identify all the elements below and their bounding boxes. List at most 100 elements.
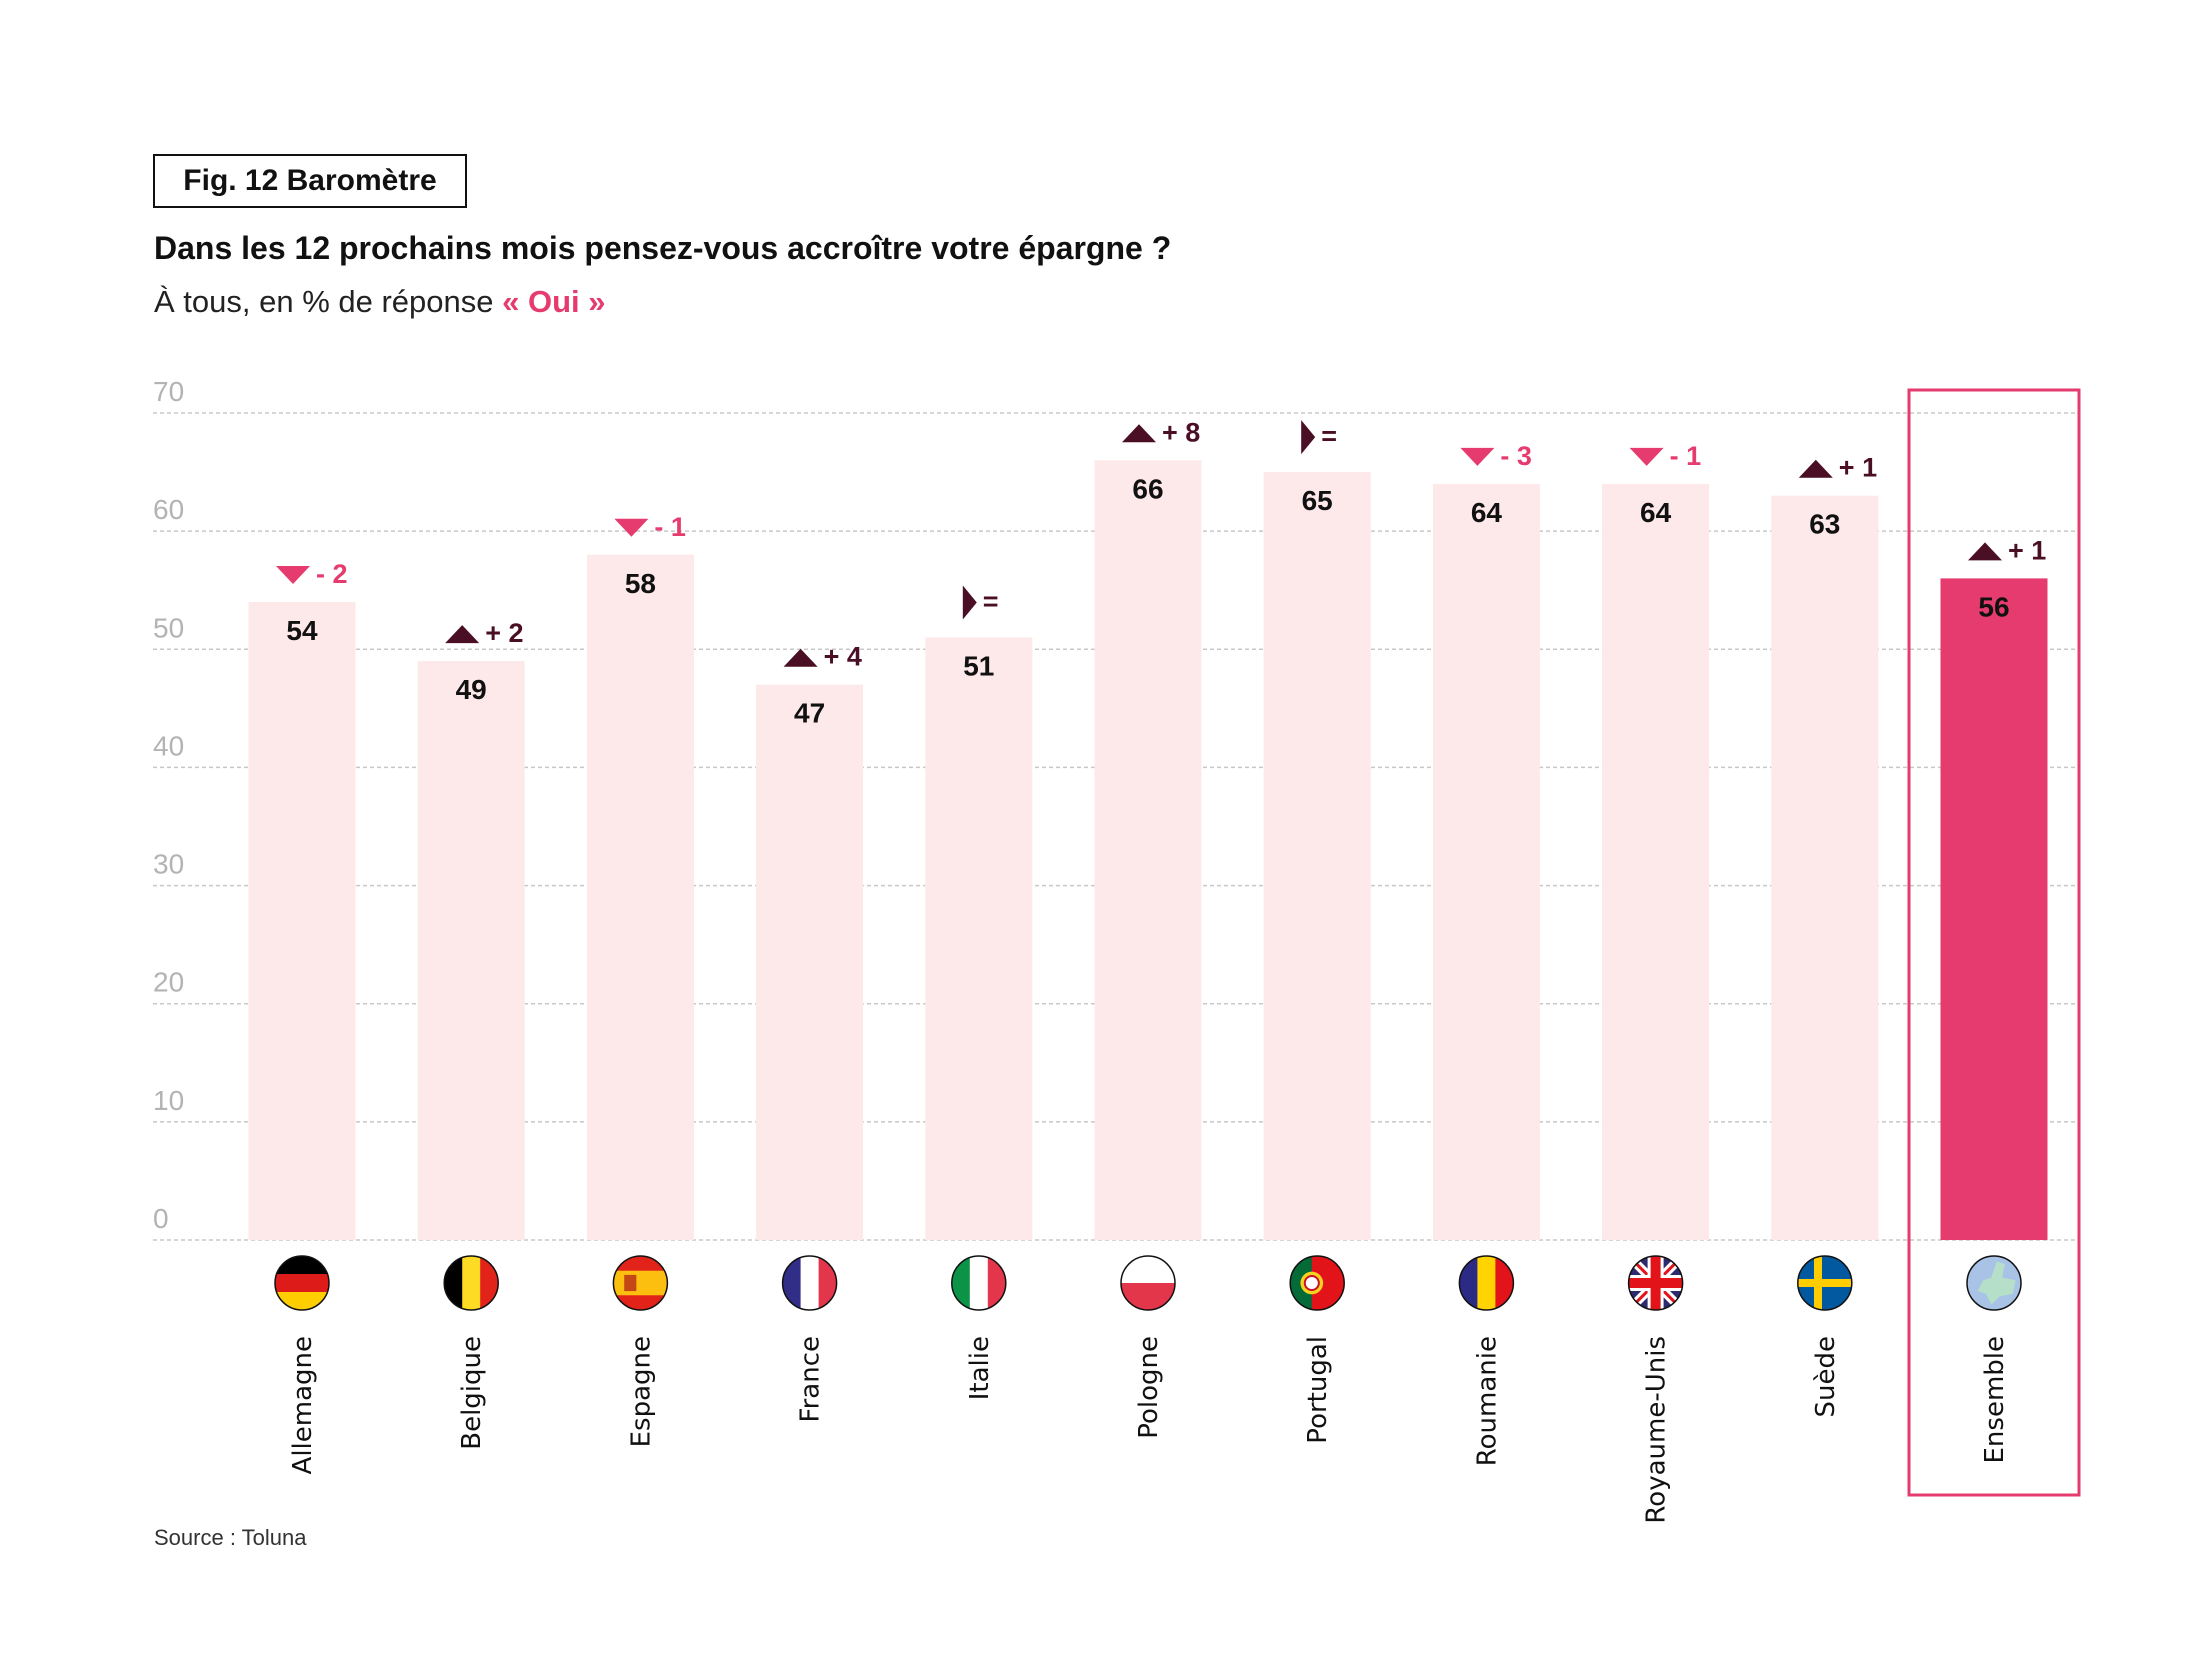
gridlines (153, 412, 2080, 1241)
bar-france (756, 684, 864, 1240)
category-label: France (796, 1336, 826, 1422)
category-label: Espagne (626, 1336, 656, 1447)
category-label: Allemagne (288, 1336, 318, 1474)
bar-espagne (586, 554, 694, 1240)
bar-ensemble (1940, 578, 2048, 1240)
bar-royaume-unis (1602, 483, 1710, 1240)
bar-allemagne (248, 602, 356, 1240)
category-label: Portugal (1303, 1336, 1333, 1444)
change-label: + 1 (1839, 453, 1877, 483)
value-labels: 54 49 58 47 51 66 65 64 64 63 56 (286, 473, 2009, 728)
change-label: - 1 (654, 512, 686, 542)
triangle-down-icon (614, 518, 649, 537)
triangle-up-icon (1798, 459, 1833, 478)
y-tick-label: 10 (153, 1085, 184, 1116)
bar-suède (1771, 495, 1879, 1240)
change-indicator: - 2 (276, 559, 348, 589)
chart-subtitle: À tous, en % de réponse « Oui » (154, 284, 606, 320)
change-indicator: + 8 (1122, 417, 1200, 447)
change-indicator: - 1 (1629, 441, 1702, 471)
triangle-up-icon (445, 625, 480, 644)
france-flag-icon (781, 1255, 838, 1311)
change-indicator: = (962, 585, 999, 620)
europe-map-icon (1966, 1255, 2022, 1311)
change-label: - 1 (1670, 441, 1702, 471)
value-label: 56 (1978, 591, 2009, 622)
y-tick-label: 60 (153, 494, 184, 525)
value-label: 64 (1471, 497, 1503, 528)
y-tick-label: 0 (153, 1203, 169, 1234)
change-label: - 3 (1500, 441, 1532, 471)
bar-portugal (1263, 472, 1371, 1241)
change-label: + 8 (1162, 417, 1200, 447)
triangle-right-icon (962, 585, 977, 620)
change-indicator: - 1 (614, 512, 686, 542)
value-label: 63 (1809, 509, 1840, 540)
flags (274, 1255, 2022, 1311)
value-label: 66 (1132, 473, 1163, 504)
change-indicator: + 1 (1798, 453, 1877, 483)
highlight-frame (1907, 388, 2081, 1497)
bar-roumanie (1432, 483, 1540, 1240)
change-indicators: - 2 + 2 - 1 + 4 = + 8 = - 3 - 1 + 1 + 1 (276, 417, 2046, 672)
spain-flag-icon (612, 1255, 669, 1311)
category-label: Italie (965, 1336, 995, 1400)
category-label: Suède (1811, 1336, 1841, 1417)
change-label: + 4 (824, 642, 862, 672)
germany-flag-icon (274, 1255, 330, 1311)
bar-italie (925, 637, 1033, 1240)
value-label: 47 (794, 698, 825, 729)
value-label: 49 (456, 674, 487, 705)
uk-flag-icon (1627, 1255, 1684, 1311)
category-label: Pologne (1134, 1336, 1164, 1439)
source-note: Source : Toluna (154, 1525, 307, 1550)
triangle-up-icon (1968, 542, 2002, 561)
category-label: Royaume-Unis (1642, 1336, 1672, 1524)
subtitle-highlight: « Oui » (502, 284, 606, 319)
figure-label: Fig. 12 Baromètre (153, 154, 467, 208)
bars (248, 460, 2048, 1241)
change-label: = (1321, 421, 1337, 451)
italy-flag-icon (951, 1255, 1007, 1311)
change-indicator: + 1 (1968, 535, 2046, 565)
bar-pologne (1094, 460, 1202, 1240)
value-label: 65 (1302, 485, 1333, 516)
change-indicator: + 2 (445, 618, 523, 648)
y-axis-ticks: 0 10 20 30 40 50 60 70 (153, 376, 184, 1234)
y-tick-label: 30 (153, 849, 184, 880)
y-tick-label: 20 (153, 967, 184, 998)
romania-flag-icon (1458, 1255, 1515, 1311)
triangle-up-icon (1122, 424, 1156, 443)
value-label: 51 (963, 650, 994, 681)
category-label: Roumanie (1472, 1336, 1502, 1466)
change-indicator: + 4 (783, 642, 862, 672)
highlight-frame-group (1907, 388, 2081, 1497)
y-tick-label: 40 (153, 730, 184, 761)
value-label: 54 (286, 615, 318, 646)
change-indicator: - 3 (1460, 441, 1532, 471)
change-label: + 1 (2008, 535, 2046, 565)
sweden-flag-icon (1797, 1255, 1853, 1311)
triangle-down-icon (1460, 447, 1495, 466)
triangle-up-icon (783, 648, 818, 667)
value-label: 58 (625, 568, 656, 599)
y-tick-label: 70 (153, 376, 184, 407)
category-labels: Allemagne Belgique Espagne France Italie Polo… (288, 1336, 2010, 1524)
bar-belgique (417, 661, 525, 1240)
change-indicator: = (1301, 420, 1337, 455)
chart-title: Dans les 12 prochains mois pensez-vous a… (154, 230, 1172, 266)
triangle-down-icon (276, 566, 310, 585)
change-label: + 2 (485, 618, 523, 648)
triangle-down-icon (1629, 447, 1664, 466)
portugal-flag-icon (1289, 1255, 1345, 1311)
y-tick-label: 50 (153, 612, 184, 643)
value-label: 64 (1640, 497, 1672, 528)
change-label: = (983, 586, 999, 616)
triangle-right-icon (1301, 420, 1316, 455)
category-label: Belgique (457, 1336, 487, 1450)
poland-flag-icon (1120, 1255, 1176, 1311)
belgium-flag-icon (443, 1255, 499, 1311)
category-label: Ensemble (1980, 1336, 2010, 1464)
change-label: - 2 (316, 559, 348, 589)
